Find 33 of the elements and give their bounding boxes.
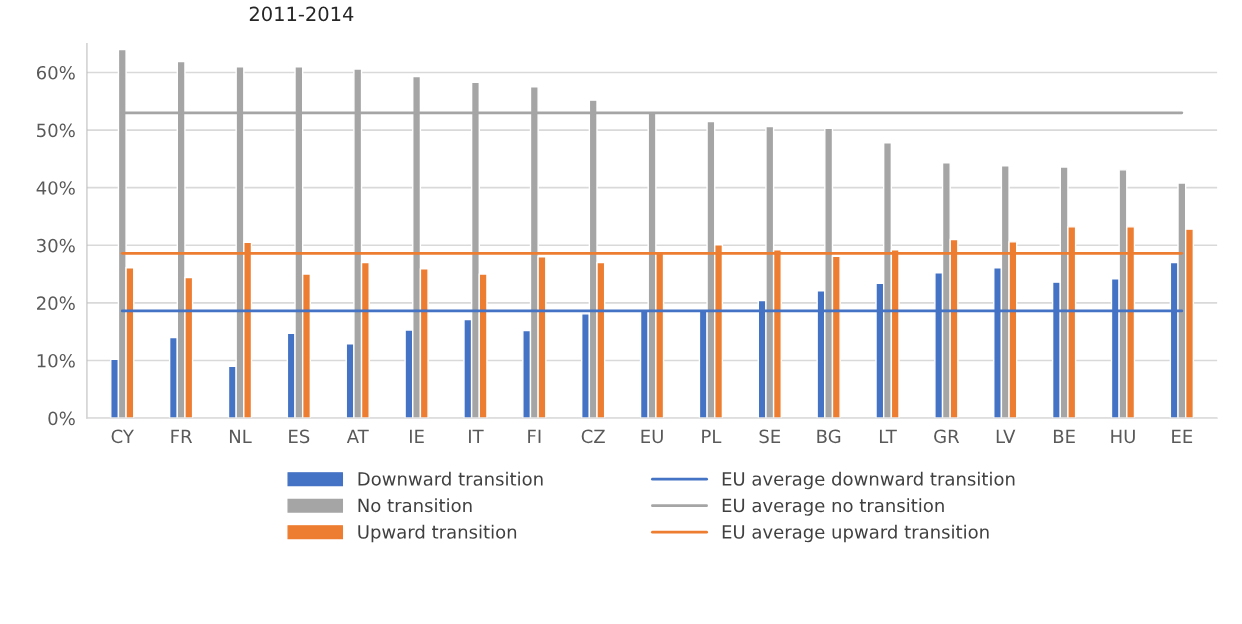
x-tick-label: NL [229, 429, 252, 443]
legend-label: Upward transition [358, 524, 517, 543]
x-tick-label: IT [469, 429, 484, 443]
x-tick-label: AT [346, 429, 369, 443]
y-tick-label: 20% [37, 296, 75, 310]
x-tick-label: LT [879, 429, 897, 443]
chart-title: 2011-2014 [249, 6, 354, 22]
legend-label: No transition [358, 498, 472, 513]
legend-label: EU average downward transition [722, 471, 1015, 490]
x-tick-label: LV [996, 429, 1016, 443]
x-tick-label: CY [111, 429, 134, 444]
y-tick-label: 60% [36, 65, 75, 80]
x-tick-label: BE [1053, 429, 1075, 443]
y-tick-label: 10% [37, 353, 75, 368]
x-tick-label: SE [759, 429, 781, 444]
y-tick-label: 40% [36, 181, 75, 195]
x-tick-label: IE [409, 429, 424, 443]
x-tick-label: CZ [581, 429, 605, 444]
y-tick-label: 50% [37, 123, 75, 138]
x-tick-label: HU [1111, 429, 1135, 444]
y-tick-label: 0% [48, 411, 75, 426]
legend-label: EU average upward transition [722, 524, 989, 543]
x-tick-label: BG [817, 429, 841, 444]
x-tick-label: EE [1172, 429, 1193, 443]
x-tick-label: FR [171, 429, 193, 443]
legend-label: EU average no transition [722, 498, 944, 516]
x-tick-label: PL [702, 429, 722, 443]
x-tick-label: GR [934, 429, 960, 444]
x-tick-label: FI [528, 429, 541, 443]
legend-label: Downward transition [358, 471, 543, 486]
x-tick-label: ES [289, 429, 310, 444]
x-tick-label: EU [641, 429, 663, 444]
y-tick-label: 30% [37, 238, 75, 253]
